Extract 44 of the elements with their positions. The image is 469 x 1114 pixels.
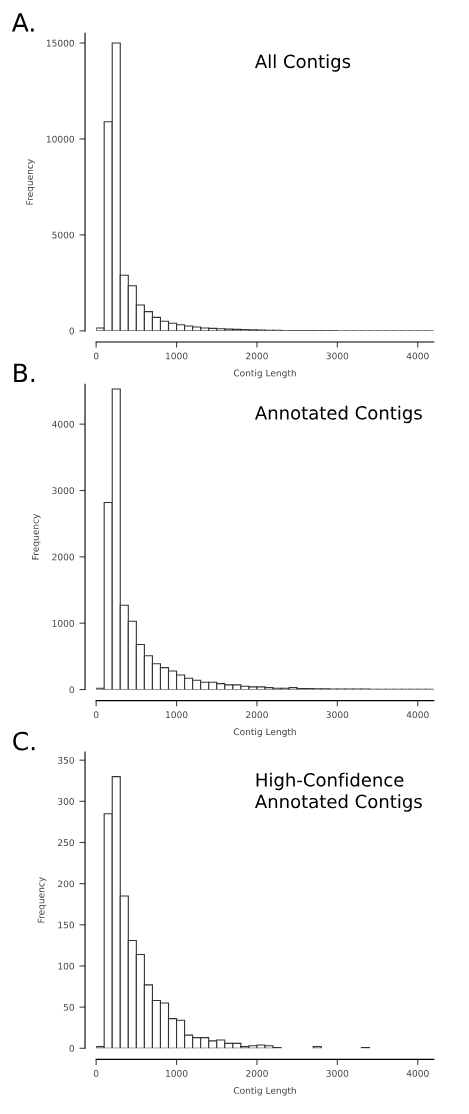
x-tick-label: 0 bbox=[93, 1069, 99, 1077]
y-tick-label: 10000 bbox=[46, 135, 75, 143]
text: High-Confidence Annotated Contigs bbox=[255, 772, 422, 812]
y-tick-label: 0 bbox=[69, 1045, 75, 1052]
y-axis-title: Frequency bbox=[37, 877, 47, 923]
y-axis-title: Frequency bbox=[32, 513, 41, 560]
y-tick-label: 15000 bbox=[46, 39, 75, 47]
y-tick-label: 3000 bbox=[52, 487, 75, 495]
x-tick-label: 3000 bbox=[326, 1069, 349, 1077]
y-tick-label: 50 bbox=[63, 1003, 75, 1011]
chart-title: B. bbox=[14, 363, 35, 382]
x-tick-label: 1000 bbox=[166, 352, 188, 360]
y-tick-label: 250 bbox=[58, 839, 75, 847]
x-axis-title: Contig Length bbox=[233, 369, 296, 379]
x-tick-label: 2000 bbox=[246, 711, 268, 719]
x-axis-title: Contig Length bbox=[233, 728, 296, 737]
text: All Contigs bbox=[255, 54, 351, 72]
chart-title: C. bbox=[13, 731, 35, 751]
y-tick-label: 1000 bbox=[52, 619, 75, 627]
x-tick-label: 2000 bbox=[246, 352, 268, 360]
chart-title: A. bbox=[11, 13, 34, 32]
y-tick-label: 300 bbox=[58, 798, 75, 805]
x-tick-label: 4000 bbox=[406, 711, 429, 719]
x-tick-label: 3000 bbox=[326, 711, 349, 719]
x-tick-label: 1000 bbox=[166, 711, 188, 719]
x-tick-label: 4000 bbox=[406, 352, 429, 360]
x-tick-label: 0 bbox=[93, 711, 99, 719]
y-tick-label: 4000 bbox=[52, 420, 75, 428]
text: Annotated Contigs bbox=[255, 405, 422, 424]
y-tick-label: 200 bbox=[58, 880, 75, 888]
y-axis-title: Frequency bbox=[26, 159, 35, 205]
x-tick-label: 1000 bbox=[166, 1069, 188, 1077]
y-tick-label: 2000 bbox=[52, 553, 75, 561]
y-tick-label: 5000 bbox=[52, 231, 75, 239]
x-tick-label: 3000 bbox=[326, 352, 349, 360]
x-tick-label: 0 bbox=[93, 352, 99, 360]
y-tick-label: 150 bbox=[58, 921, 75, 929]
y-tick-label: 100 bbox=[58, 962, 75, 970]
y-tick-label: 0 bbox=[69, 327, 75, 335]
y-tick-label: 0 bbox=[69, 686, 75, 694]
x-axis-title: Contig Length bbox=[233, 1086, 296, 1096]
x-tick-label: 2000 bbox=[246, 1069, 268, 1077]
x-tick-label: 4000 bbox=[406, 1069, 429, 1077]
y-tick-label: 350 bbox=[58, 756, 75, 764]
